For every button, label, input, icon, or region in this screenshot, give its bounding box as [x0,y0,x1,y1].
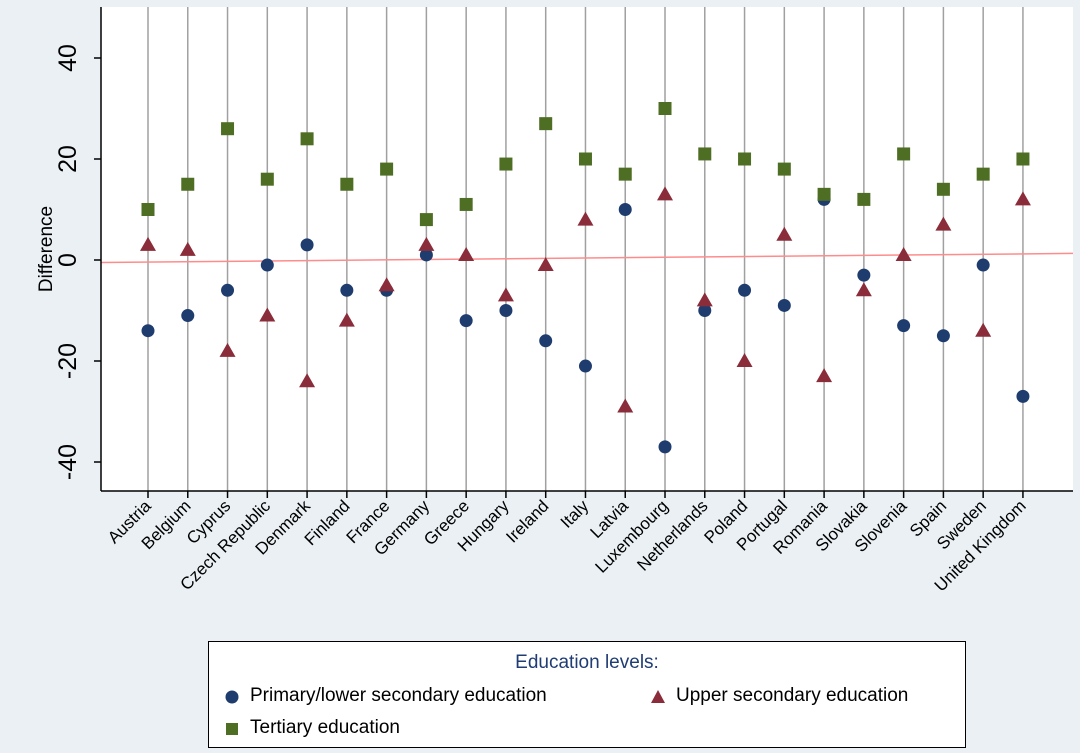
point-triangle [577,211,594,226]
point-circle [857,268,871,282]
plot-area [101,7,1073,491]
point-square [419,213,433,227]
series-1 [140,186,1031,413]
point-triangle [617,398,634,413]
y-tick-label: 40 [54,44,82,72]
point-triangle [776,226,793,241]
point-circle [539,334,553,348]
legend-title: Education levels: [515,652,659,673]
y-tick-label: 20 [54,145,82,173]
y-tick-label: -20 [54,343,82,379]
point-square [181,177,195,191]
point-triangle [179,241,196,256]
point-circle [300,238,314,252]
point-square [539,117,553,131]
legend-item-primary: Primary/lower secondary education [223,685,603,709]
point-triangle [537,257,554,272]
point-circle [499,304,513,317]
point-triangle [657,186,674,201]
point-circle [976,258,990,272]
point-circle [578,359,592,373]
legend-triangle-marker [651,690,665,703]
point-triangle [418,236,435,251]
point-square [777,162,791,176]
point-triangle [219,342,236,357]
point-square [340,177,354,191]
point-square [1016,152,1030,166]
point-circle [260,258,274,272]
point-square [459,197,473,211]
point-triangle [299,373,316,388]
y-axis-title: Difference [36,206,57,292]
point-triangle [458,246,475,261]
point-triangle [935,216,952,231]
point-circle [658,440,672,454]
point-circle [340,283,354,297]
point-square [976,167,990,181]
point-circle [221,283,235,297]
point-circle [618,203,632,216]
y-tick-label: -40 [54,444,82,480]
point-square [936,182,950,196]
point-circle [698,304,712,317]
point-triangle [338,312,355,327]
point-circle [419,248,433,262]
legend-item-tertiary: Tertiary education [223,717,523,741]
point-triangle [696,292,713,307]
point-circle [141,324,155,338]
point-triangle [736,353,753,367]
point-triangle [855,282,872,297]
series-2 [141,102,1030,227]
legend-label-primary: Primary/lower secondary education [250,685,547,706]
point-square [300,132,314,146]
point-square [817,187,831,201]
legend-circle-marker [225,690,239,704]
point-square [499,157,513,171]
point-triangle [140,236,156,251]
point-circle [897,319,911,333]
legend-label-upper-secondary: Upper secondary education [676,685,909,706]
point-square [857,192,871,206]
point-square [141,203,155,216]
point-circle [181,309,195,323]
point-square [260,172,274,186]
point-square [738,152,752,166]
point-square [897,147,911,161]
point-triangle [259,307,276,322]
legend-label-tertiary: Tertiary education [250,717,400,738]
y-tick-label: 0 [54,253,82,267]
point-square [221,122,235,136]
point-circle [777,298,791,312]
point-circle [936,329,950,343]
point-square [698,147,712,161]
series-0 [141,192,1030,454]
point-triangle [497,287,514,302]
legend-square-marker [226,723,238,735]
point-circle [1016,389,1030,403]
point-square [618,167,632,181]
point-circle [738,283,752,297]
point-square [658,102,672,115]
point-circle [459,314,473,328]
legend-item-upper-secondary: Upper secondary education [649,685,959,709]
legend: Education levels: Primary/lower secondar… [208,641,966,748]
point-triangle [816,368,833,383]
point-triangle [975,322,992,337]
point-triangle [895,246,912,261]
point-triangle [1014,191,1031,206]
point-triangle [378,277,395,292]
point-square [380,162,394,176]
point-square [578,152,592,166]
